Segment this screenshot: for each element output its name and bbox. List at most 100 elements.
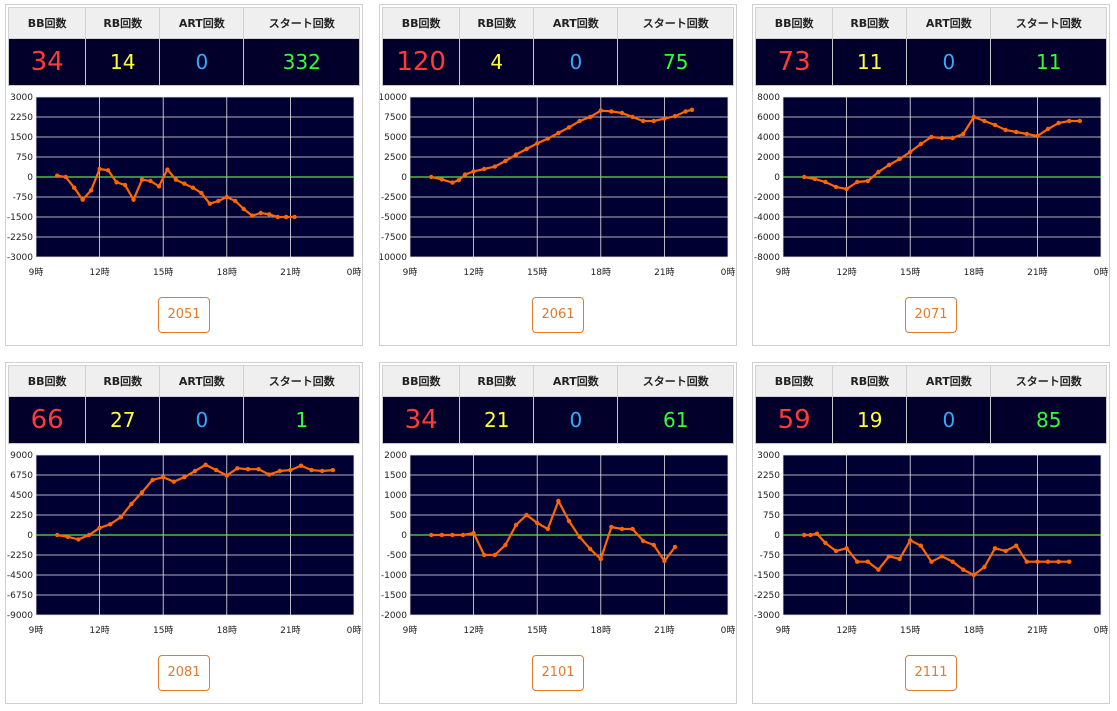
data-point [192, 468, 198, 474]
data-point [992, 546, 998, 551]
art-header: ART回数 [159, 7, 245, 39]
data-point [588, 546, 593, 552]
data-point [886, 162, 892, 168]
data-point [250, 213, 255, 218]
x-tick-label: 21時 [280, 267, 300, 278]
machine-number-button[interactable]: 2061 [532, 297, 584, 333]
data-point [283, 214, 289, 220]
data-point [460, 532, 466, 538]
x-tick-label: 12時 [463, 625, 483, 636]
data-point [844, 546, 849, 551]
data-point [456, 178, 461, 183]
art-header: ART回数 [906, 365, 992, 397]
rb-header: RB回数 [85, 7, 161, 39]
data-point [556, 498, 561, 504]
machine-number-button[interactable]: 2081 [158, 655, 210, 691]
x-tick-label: 18時 [591, 625, 611, 636]
art-count: 0 [533, 38, 619, 86]
data-point [1003, 127, 1008, 133]
art-header: ART回数 [159, 365, 245, 397]
data-point [886, 554, 892, 559]
data-point [662, 116, 667, 121]
machine-card: BB回数 RB回数 ART回数 スタート回数 73 11 0 11 8000 6000 4000 20… [752, 4, 1110, 346]
bb-header: BB回数 [754, 7, 834, 39]
data-point [535, 520, 540, 526]
y-tick-label: 4500 [10, 491, 33, 501]
data-point [148, 178, 153, 184]
start-count: 11 [990, 38, 1107, 86]
data-point [245, 467, 251, 472]
data-point [450, 532, 455, 538]
y-tick-label: -6750 [7, 591, 33, 601]
y-tick-label: 2000 [384, 451, 407, 461]
data-point [961, 567, 966, 572]
data-point [812, 176, 817, 182]
data-point [876, 567, 881, 572]
x-tick-label: 12時 [89, 267, 109, 278]
data-point [76, 537, 81, 542]
data-point [619, 526, 625, 532]
y-tick-label: 0 [27, 173, 33, 183]
data-point [80, 197, 85, 202]
x-tick-label: 18時 [217, 267, 237, 278]
data-point [672, 114, 678, 119]
data-point [833, 548, 839, 554]
y-tick-label: 2500 [384, 153, 407, 163]
data-point [971, 572, 976, 578]
y-tick-label: -10000 [380, 253, 407, 263]
bb-header: BB回数 [754, 365, 834, 397]
data-point [1035, 559, 1040, 564]
data-point [577, 534, 582, 540]
machine-number-button[interactable]: 2111 [905, 655, 957, 691]
data-point [492, 164, 497, 169]
data-point [199, 190, 204, 196]
x-tick-label: 15時 [527, 267, 547, 278]
line-chart: 8000 6000 4000 2000 0 -2000 -4000 -6000 -8000 9時 1… [754, 93, 1109, 278]
y-tick-label: -5000 [381, 213, 407, 223]
stats-table: BB回数 RB回数 ART回数 スタート回数 120 4 0 75 [381, 7, 734, 86]
data-point [929, 134, 934, 140]
start-header: スタート回数 [990, 7, 1107, 39]
data-point [939, 135, 945, 141]
data-point [216, 198, 221, 204]
y-tick-label: -4000 [754, 213, 780, 223]
y-tick-label: -9000 [7, 611, 33, 621]
data-point [513, 522, 519, 528]
rb-count: 27 [85, 396, 161, 444]
y-tick-label: 1000 [384, 491, 407, 501]
machine-number-button[interactable]: 2101 [532, 655, 584, 691]
rb-header: RB回数 [832, 7, 908, 39]
data-point [156, 184, 162, 189]
data-point [876, 169, 881, 175]
data-point [524, 512, 529, 518]
machine-number-button[interactable]: 2051 [158, 297, 210, 333]
x-tick-label: 21時 [1027, 267, 1047, 278]
x-tick-label: 21時 [654, 625, 674, 636]
data-point [503, 542, 508, 548]
data-point [513, 152, 519, 157]
data-point [63, 174, 68, 180]
data-point [609, 109, 614, 114]
x-tick-label: 9時 [29, 625, 44, 636]
data-point [471, 530, 476, 536]
data-point [588, 114, 593, 120]
x-tick-label: 18時 [217, 625, 237, 636]
machine-number-button[interactable]: 2071 [905, 297, 957, 333]
data-point [114, 180, 119, 185]
y-tick-label: 10000 [380, 93, 407, 103]
data-point [641, 538, 646, 544]
y-tick-label: -2000 [754, 193, 780, 203]
data-point [823, 540, 828, 546]
bb-count: 66 [7, 396, 87, 444]
y-tick-label: -2250 [7, 233, 33, 243]
rb-count: 11 [832, 38, 908, 86]
art-header: ART回数 [906, 7, 992, 39]
y-tick-label: 9000 [10, 451, 33, 461]
data-point [844, 186, 849, 192]
data-point [524, 146, 529, 152]
data-point [619, 110, 625, 116]
start-count: 61 [617, 396, 734, 444]
data-point [139, 177, 145, 182]
x-tick-label: 15時 [153, 267, 173, 278]
start-header: スタート回数 [243, 365, 360, 397]
